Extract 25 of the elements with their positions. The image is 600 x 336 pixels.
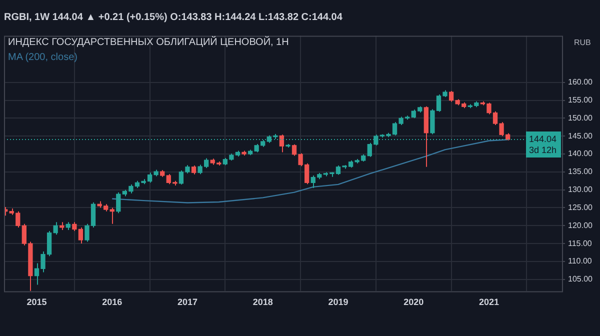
y-tick-label: 120.00 [568,220,594,230]
y-tick-label: 110.00 [568,256,592,266]
y-tick-label: 150.00 [568,113,594,122]
y-tick-label: 125.00 [568,202,594,212]
y-tick-label: 155.00 [568,95,594,104]
text: MA (200, close) [8,52,78,63]
y-tick-label: 105.00 [568,274,594,284]
chart-subtitle: RGBI, 1W 144.04 ▲ +0.21 (+0.15%) O:143.83 H:144.24 L:143.82 C:144.04 [4,12,342,23]
x-tick-label: 2021 [478,297,499,308]
x-tick-label: 2016 [102,297,122,308]
x-tick-label: 2018 [252,297,273,308]
chart-title: ИНДЕКС ГОСУДАРСТВЕННЫХ ОБЛИГАЦИЙ ЦЕНОВОЙ, 1Н [8,37,289,48]
x-tick-label: 2019 [328,297,348,308]
y-tick-label: 140.00 [568,149,594,158]
annotation: 3d 12h [529,145,557,156]
x-tick-label: 2020 [404,297,424,308]
y-tick-label: 115.00 [568,238,592,248]
y-tick-label: 135.00 [568,167,594,176]
y-axis-title: RUB [574,38,591,47]
x-tick-label: 2017 [177,297,198,308]
x-tick-label: 2015 [26,297,47,308]
y-tick-label: 130.00 [568,185,594,194]
y-tick-label: 145.00 [568,131,594,140]
y-tick-label: 160.00 [568,78,594,87]
ref-line-label: 144.04 [529,134,557,144]
